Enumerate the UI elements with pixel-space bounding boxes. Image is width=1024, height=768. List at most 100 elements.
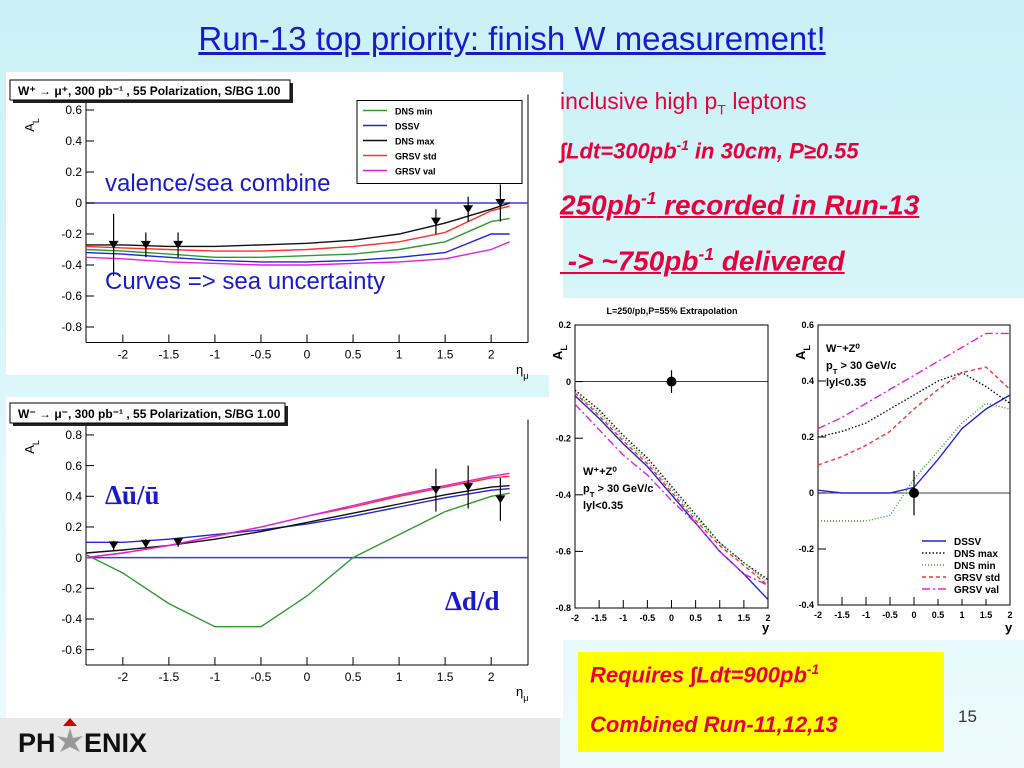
data-point: [108, 541, 119, 550]
sup: -1: [640, 188, 657, 208]
x-tick-label: 0: [304, 670, 311, 684]
x-tick-label: -0.5: [882, 610, 898, 620]
x-tick-label: -1.5: [159, 348, 180, 362]
x-tick-label: 1: [959, 610, 964, 620]
series-line: [86, 202, 510, 248]
series-line: [85, 492, 510, 628]
legend-label: DSSV: [395, 122, 420, 132]
text-part: L: [802, 345, 812, 351]
y-tick-label: -0.4: [798, 600, 814, 610]
y-tick-label: -0.2: [61, 227, 82, 241]
series-line: [85, 233, 510, 263]
series-line: [817, 332, 1010, 430]
note: 250pb-1 recorded in Run-13: [560, 188, 919, 221]
legend-label: GRSV std: [954, 573, 1000, 584]
text: in 30cm, P≥0.55: [688, 138, 859, 164]
y-axis-label: AL: [550, 345, 569, 360]
footer-band: [0, 718, 560, 768]
data-point: [140, 240, 151, 249]
y-tick-label: -0.6: [61, 289, 82, 303]
text-part: lyl<0.35: [826, 377, 866, 389]
text-part: μ: [523, 693, 528, 703]
text: ∫Ldt=300pb: [560, 138, 677, 164]
data-point: [666, 376, 677, 387]
legend-label: GRSV val: [954, 585, 999, 596]
y-tick-label: 0.2: [65, 165, 82, 179]
page-number: 15: [958, 707, 977, 726]
x-tick-label: -1.5: [834, 610, 850, 620]
series-line: [574, 392, 769, 586]
legend-label: DNS min: [954, 561, 996, 572]
data-point: [173, 240, 184, 249]
x-tick-label: 2: [488, 670, 495, 684]
y-tick-label: 0: [566, 377, 571, 387]
annotation: W⁻+Z⁰: [826, 343, 860, 355]
legend-label: DSSV: [954, 537, 982, 548]
legend-label: DNS min: [395, 107, 433, 117]
x-axis-label: ημ: [516, 684, 528, 703]
y-tick-label: 0: [75, 551, 82, 565]
text-part: L: [31, 118, 41, 123]
text-part: W⁻+Z⁰: [826, 343, 860, 355]
text: recorded in Run-13: [656, 189, 920, 221]
x-tick-label: 2: [1007, 610, 1012, 620]
y-tick-label: -0.2: [798, 544, 814, 554]
annotation: pT > 30 GeV/c: [826, 360, 896, 376]
y-tick-label: -0.4: [555, 490, 571, 500]
y-tick-label: 0.6: [65, 459, 82, 473]
x-axis-label: y: [1005, 620, 1013, 635]
series-line: [817, 371, 1011, 438]
text: -> ~750pb: [560, 245, 699, 277]
x-tick-label: 1: [396, 670, 403, 684]
x-tick-label: 2: [765, 613, 770, 623]
data-point: [430, 486, 441, 495]
y-axis-label: AL: [22, 440, 41, 454]
text-part: lyl<0.35: [583, 500, 623, 512]
text: 250pb: [560, 189, 641, 221]
data-point: [463, 483, 474, 492]
x-tick-label: -2: [571, 613, 579, 623]
y-tick-label: 0.2: [801, 432, 814, 442]
y-tick-label: -0.6: [61, 643, 82, 657]
text-part: L: [559, 345, 569, 351]
annotation: W⁺+Z⁰: [583, 466, 617, 478]
annotation: lyl<0.35: [826, 377, 866, 389]
y-tick-label: 0: [75, 196, 82, 210]
x-tick-label: 1: [396, 348, 403, 362]
text-part: p: [583, 483, 590, 495]
y-tick-label: 0.2: [65, 520, 82, 534]
x-tick-label: 1.5: [437, 670, 454, 684]
chart-title: W⁻ → μ⁻, 300 pb⁻¹ , 55 Polarization, S/B…: [18, 407, 281, 421]
y-tick-label: -0.4: [61, 258, 82, 272]
legend-box: [356, 100, 523, 184]
requirement-line: Requires ∫Ldt=900pb-1: [590, 662, 819, 688]
text-part: > 30 GeV/c: [594, 483, 653, 495]
x-tick-label: -1: [210, 348, 221, 362]
x-tick-label: 0: [304, 348, 311, 362]
note: -> ~750pb-1 delivered: [560, 244, 845, 277]
text: inclusive high p: [560, 88, 718, 114]
chart-title: W⁺ → μ⁺, 300 pb⁻¹ , 55 Polarization, S/B…: [18, 84, 281, 98]
series-line: [574, 403, 769, 587]
text-part: A: [793, 350, 808, 360]
y-tick-label: 0.6: [65, 103, 82, 117]
data-point: [463, 205, 474, 214]
x-tick-label: 1: [717, 613, 722, 623]
text-part: η: [516, 684, 523, 699]
x-tick-label: 0: [669, 613, 674, 623]
sup: -1: [676, 138, 689, 153]
x-tick-label: 0.5: [932, 610, 945, 620]
note: inclusive high pT leptons: [560, 88, 807, 119]
y-tick-label: 0.4: [801, 376, 814, 386]
overlay-label: Δd/d: [445, 586, 500, 616]
y-tick-label: -0.8: [61, 320, 82, 334]
y-tick-label: -0.6: [555, 547, 571, 557]
x-tick-label: 1.5: [980, 610, 993, 620]
requirement-line: Combined Run-11,12,13: [590, 712, 838, 737]
series-line: [817, 366, 1011, 466]
x-tick-label: 0.5: [345, 670, 362, 684]
x-axis-label: y: [762, 620, 770, 635]
data-point: [140, 539, 151, 548]
y-tick-label: -0.4: [61, 612, 82, 626]
